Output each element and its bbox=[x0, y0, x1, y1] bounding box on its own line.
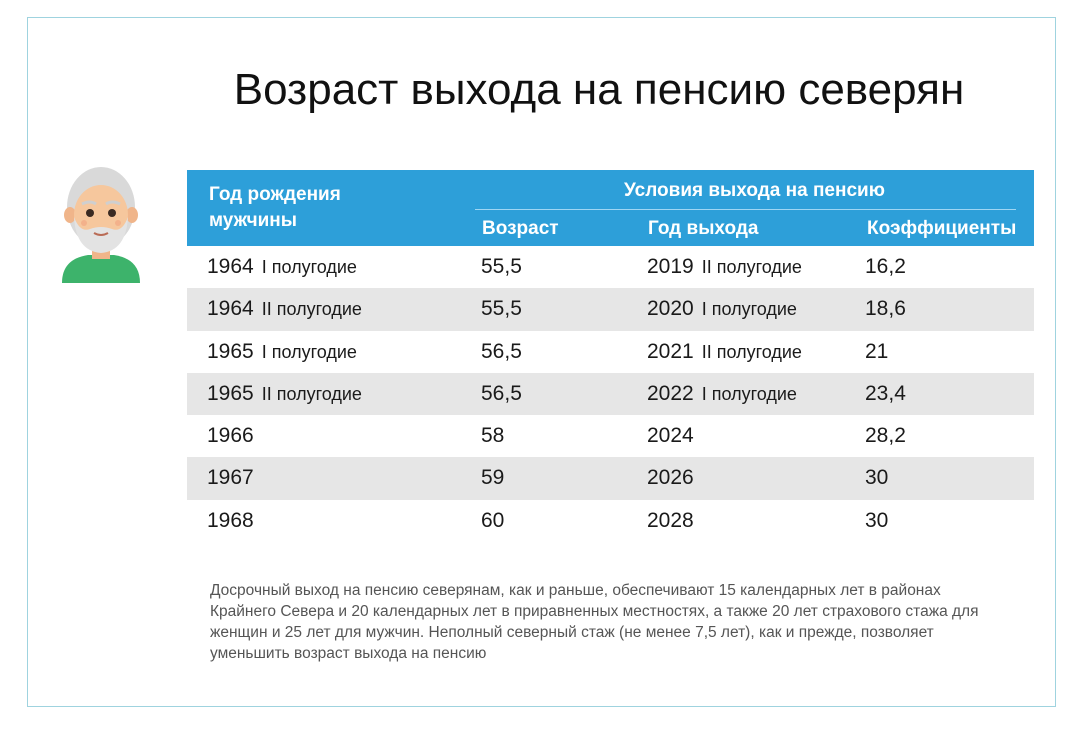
age-value: 55,5 bbox=[481, 297, 522, 321]
header-birth-year: Год рождения мужчины bbox=[209, 184, 341, 231]
table-header: Год рождения мужчины Условия выхода на п… bbox=[187, 170, 1034, 246]
header-divider bbox=[475, 209, 1016, 210]
coefficient-value: 23,4 bbox=[865, 381, 906, 405]
exit-half: I полугодие bbox=[701, 383, 797, 404]
table-row: 1966 58 2024 28,2 bbox=[187, 415, 1034, 457]
exit-year: 2026 bbox=[647, 466, 694, 490]
exit-year: 2028 bbox=[647, 508, 694, 532]
header-exit-year: Год выхода bbox=[648, 218, 759, 239]
age-value: 58 bbox=[481, 424, 505, 448]
exit-half: II полугодие bbox=[701, 257, 802, 277]
exit-half: II полугодие bbox=[701, 341, 802, 362]
exit-year: 2020 bbox=[647, 297, 694, 321]
coefficient-value: 30 bbox=[865, 466, 889, 490]
birth-year: 1967 bbox=[207, 466, 254, 490]
exit-year: 2024 bbox=[647, 424, 694, 448]
birth-half: I полугодие bbox=[261, 257, 357, 277]
coefficient-value: 28,2 bbox=[865, 424, 906, 448]
birth-year: 1964 bbox=[207, 297, 254, 321]
exit-year: 2019 bbox=[647, 255, 694, 278]
table-row: 1965 II полугодие 56,5 2022 I полугодие 23… bbox=[187, 372, 1034, 416]
page-title: Возраст выхода на пенсию северян bbox=[233, 65, 965, 114]
table-row: 1964 I полугодие 55,5 2019 II полугодие 16… bbox=[187, 246, 1034, 288]
header-coefficients: Коэффициенты bbox=[867, 218, 1017, 239]
header-conditions: Условия выхода на пенсию bbox=[624, 180, 885, 201]
footnote: Досрочный выход на пенсию северянам, как… bbox=[210, 582, 979, 662]
age-value: 55,5 bbox=[481, 255, 522, 278]
coefficient-value: 30 bbox=[865, 508, 889, 532]
coefficient-value: 16,2 bbox=[865, 255, 906, 278]
table-row: 1964 II полугодие 55,5 2020 I полугодие 18… bbox=[187, 288, 1034, 331]
coefficient-value: 21 bbox=[865, 339, 889, 363]
exit-half: I полугодие bbox=[701, 299, 797, 320]
coefficient-value: 18,6 bbox=[865, 297, 906, 321]
birth-year: 1968 bbox=[207, 508, 254, 532]
birth-half: II полугодие bbox=[261, 299, 362, 320]
elderly-man-icon bbox=[62, 167, 140, 283]
age-value: 56,5 bbox=[481, 381, 522, 405]
birth-year: 1965 bbox=[207, 339, 254, 363]
age-value: 59 bbox=[481, 466, 505, 490]
birth-year: 1964 bbox=[207, 255, 254, 278]
frame bbox=[27, 17, 1056, 707]
header-age: Возраст bbox=[482, 218, 559, 239]
table-row: 1965 I полугодие 56,5 2021 II полугодие 21 bbox=[187, 331, 1034, 373]
table-row: 1968 60 2028 30 bbox=[187, 500, 1034, 542]
birth-half: II полугодие bbox=[261, 383, 362, 404]
birth-year: 1966 bbox=[207, 424, 254, 448]
birth-year: 1965 bbox=[207, 381, 254, 405]
exit-year: 2022 bbox=[647, 381, 694, 405]
exit-year: 2021 bbox=[647, 339, 694, 363]
age-value: 56,5 bbox=[481, 339, 522, 363]
age-value: 60 bbox=[481, 508, 505, 532]
table-row: 1967 59 2026 30 bbox=[187, 457, 1034, 500]
birth-half: I полугодие bbox=[261, 341, 357, 362]
pension-table: Год рождения мужчины Условия выхода на п… bbox=[187, 170, 1034, 542]
